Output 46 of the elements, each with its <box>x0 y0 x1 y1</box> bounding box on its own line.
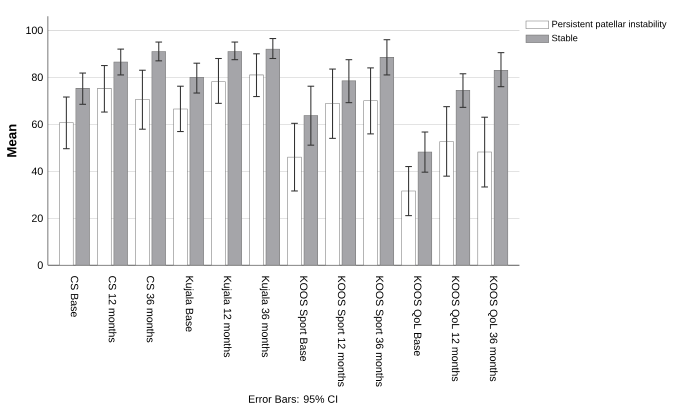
x-tick-label: CS Base <box>70 276 78 317</box>
bar <box>456 90 470 266</box>
bar <box>287 156 302 266</box>
x-tick-label: Kujala Base <box>184 276 194 332</box>
bar <box>342 80 356 266</box>
y-axis-title: Mean <box>7 124 16 157</box>
bar <box>97 88 112 266</box>
x-tick-label: Kujala 36 months <box>260 276 270 358</box>
bar <box>173 108 188 266</box>
bar <box>380 57 394 266</box>
y-tick-label: 0 <box>38 261 43 269</box>
bar <box>135 99 150 266</box>
legend-label: Stable <box>552 34 578 42</box>
x-tick-label: CS 12 months <box>108 276 116 342</box>
bar <box>325 103 340 266</box>
y-tick-label: 40 <box>32 167 43 175</box>
x-tick-label: Kujala 12 months <box>222 276 232 358</box>
bar <box>211 81 226 266</box>
x-tick-label: CS 36 months <box>146 276 154 342</box>
x-tick-label: KOOS Sport Base <box>298 276 308 362</box>
text: Error Bars: 95% CI <box>248 395 338 403</box>
bar <box>440 141 454 266</box>
y-tick-label: 80 <box>32 74 43 82</box>
x-tick-label: KOOS QoL 36 months <box>488 276 498 382</box>
y-tick-label: 100 <box>26 26 43 34</box>
bar <box>401 190 416 266</box>
x-tick-label: KOOS Sport 12 months <box>336 276 346 387</box>
bar <box>249 74 264 266</box>
bar <box>59 122 74 266</box>
bar <box>266 48 280 266</box>
x-tick-label: KOOS QoL 12 months <box>450 276 460 382</box>
bar <box>304 115 318 266</box>
y-tick-label: 20 <box>32 214 43 222</box>
bar <box>363 100 378 266</box>
legend-label: Persistent patellar instability <box>552 20 667 30</box>
bar <box>418 152 432 266</box>
y-tick-label: 60 <box>32 120 43 128</box>
bar <box>190 77 204 266</box>
bar <box>478 152 492 266</box>
bar <box>76 88 90 266</box>
bar <box>228 51 242 266</box>
x-tick-label: KOOS QoL Base <box>412 276 422 356</box>
x-tick-label: KOOS Sport 36 months <box>374 276 384 387</box>
bar <box>152 51 166 266</box>
bar <box>114 62 128 266</box>
bar <box>494 70 508 266</box>
